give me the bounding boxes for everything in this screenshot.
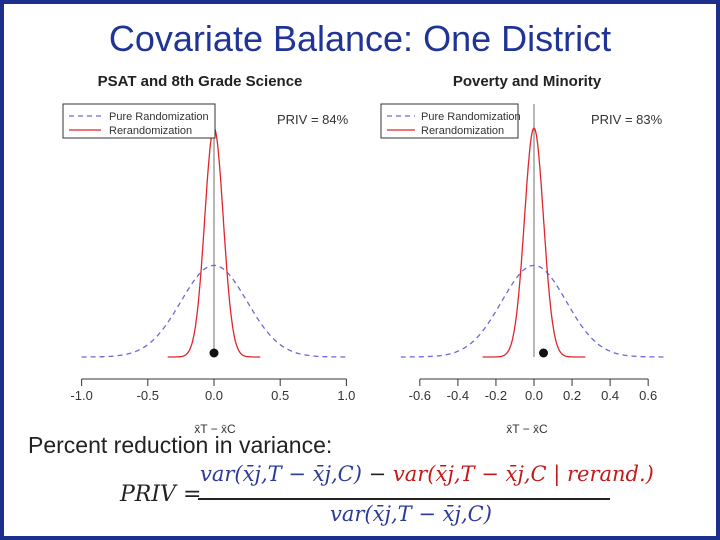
x-tick-label: -0.2	[485, 388, 507, 403]
formula-denominator: var(x̄j,T − x̄j,C)	[330, 502, 492, 526]
x-tick-label: 0.2	[563, 388, 581, 403]
rerandomization-curve	[482, 127, 586, 358]
x-tick-label: -0.5	[137, 388, 159, 403]
formula-numerator: var(x̄j,T − x̄j,C) − var(x̄j,T − x̄j,C |…	[200, 462, 654, 486]
slide	[4, 4, 716, 536]
x-tick-label: 0.6	[639, 388, 657, 403]
plot-title: PSAT and 8th Grade Science	[98, 73, 303, 90]
x-tick-label: 0.5	[271, 388, 289, 403]
plot-title: Poverty and Minority	[453, 73, 602, 90]
formula-lhs: PRIV =	[120, 482, 202, 507]
legend-box	[62, 103, 216, 139]
x-tick-label: -0.6	[409, 388, 431, 403]
x-axis: -0.6 -0.4 -0.2 0.0 0.2 0.4 0.6	[409, 378, 657, 403]
numerator-right: var(x̄j,T − x̄j,C | rerand.)	[392, 462, 654, 486]
x-tick-label: 0.4	[601, 388, 619, 403]
legend-rerand-label: Rerandomization	[109, 125, 192, 137]
x-tick-label: 0.0	[525, 388, 543, 403]
x-axis: -1.0 -0.5 0.0 0.5 1.0	[70, 378, 355, 403]
x-tick-label: -0.4	[447, 388, 469, 403]
numerator-minus: −	[368, 462, 387, 486]
caption: Percent reduction in variance:	[28, 432, 333, 458]
fraction-bar	[198, 498, 610, 500]
priv-annotation: PRIV = 83%	[591, 112, 663, 127]
density-curves	[81, 104, 347, 358]
priv-formula: PRIV = var(x̄j,T − x̄j,C) − var(x̄j,T − …	[120, 462, 654, 532]
slide-title: Covariate Balance: One District	[108, 18, 612, 59]
legend-rerand-label: Rerandomization	[421, 125, 504, 137]
numerator-left: var(x̄j,T − x̄j,C)	[200, 462, 362, 486]
priv-annotation: PRIV = 84%	[277, 112, 349, 127]
observed-difference-point	[209, 348, 219, 358]
x-axis-label: x̄T − x̄C	[506, 422, 548, 436]
legend-pure-label: Pure Randomization	[421, 111, 521, 123]
plot-psat-science: PSAT and 8th Grade Science -1.0 -0.5 0.0 0.…	[62, 73, 355, 436]
density-curves	[400, 104, 668, 358]
pure-randomization-curve	[400, 264, 668, 358]
legend-box	[380, 103, 519, 139]
x-axis-label: x̄T − x̄C	[194, 422, 236, 436]
pure-randomization-curve	[81, 264, 347, 358]
x-tick-label: -1.0	[70, 388, 92, 403]
legend-pure-label: Pure Randomization	[109, 111, 209, 123]
plot-poverty-minority: Poverty and Minority -0.6 -0.4 -0.2 0.0 0.2 0…	[380, 73, 668, 436]
observed-difference-point	[539, 348, 549, 358]
x-tick-label: 1.0	[337, 388, 355, 403]
x-tick-label: 0.0	[205, 388, 223, 403]
